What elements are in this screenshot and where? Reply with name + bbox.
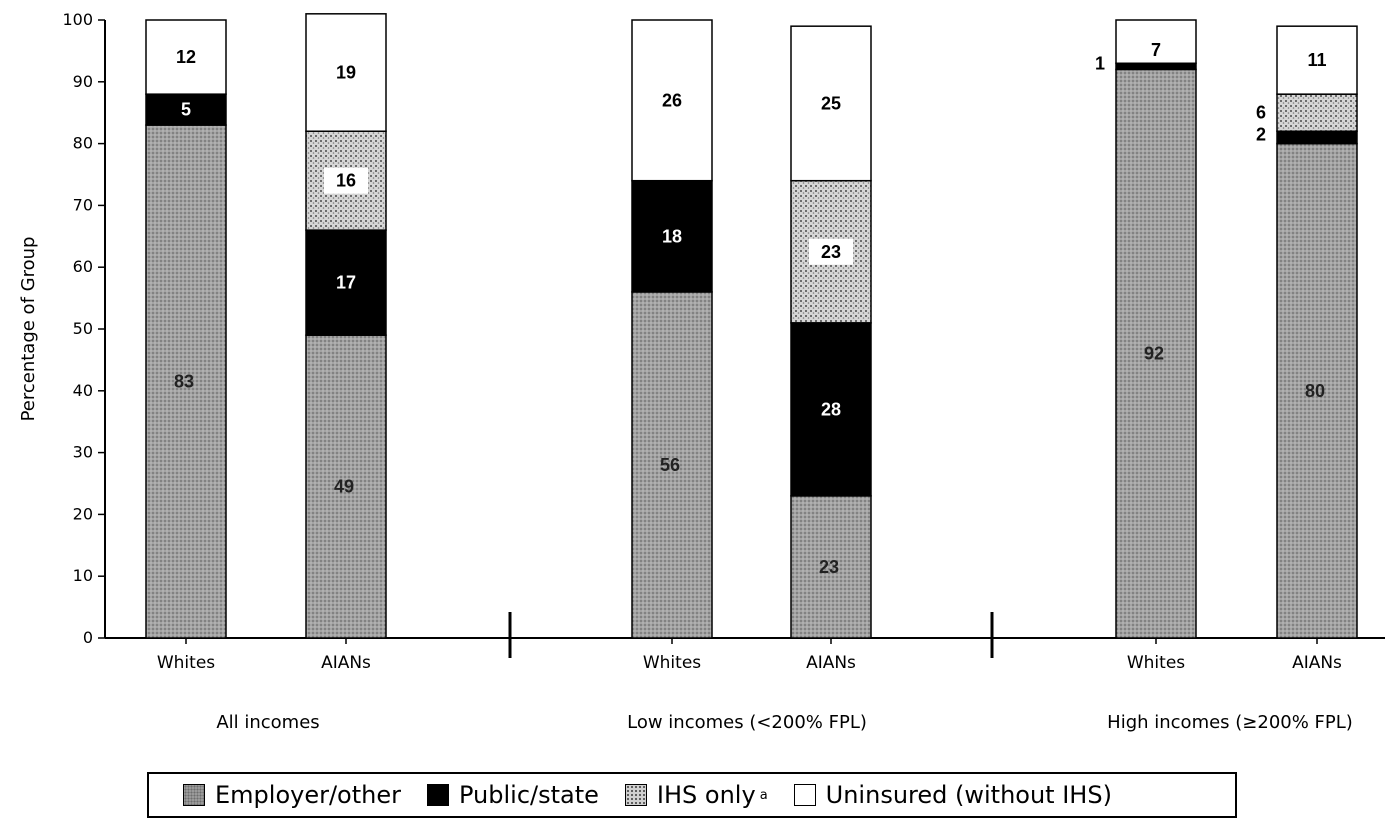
- data-label: 25: [821, 93, 841, 113]
- bar-segment-employer-other: [631, 291, 713, 639]
- bar-segment-public-state: [1276, 130, 1358, 145]
- legend-item-ihs: IHS only a: [624, 781, 768, 809]
- bar-segment-uninsured-without-ihs: [1115, 19, 1197, 65]
- y-tick-label: 90: [73, 72, 93, 91]
- category-label: Whites: [643, 653, 701, 673]
- data-label-bg: [809, 238, 853, 265]
- y-tick-label: 10: [73, 566, 93, 585]
- legend-swatch-uninsured: [793, 784, 816, 806]
- category-label: AIANs: [806, 653, 856, 673]
- data-label: 80: [1305, 381, 1325, 401]
- data-label: 23: [819, 557, 839, 577]
- y-tick-label: 0: [83, 628, 93, 647]
- data-label: 28: [821, 399, 841, 419]
- bar-segment-employer-other: [1276, 142, 1358, 639]
- y-tick-label: 40: [73, 381, 93, 400]
- data-label: 23: [821, 242, 841, 262]
- bar-segment-uninsured-without-ihs: [305, 13, 387, 132]
- legend-label-uninsured: Uninsured (without IHS): [825, 781, 1112, 809]
- data-label: 7: [1151, 40, 1161, 60]
- group-label: Low incomes (<200% FPL): [627, 712, 867, 733]
- data-label: 17: [336, 273, 356, 293]
- y-tick-label: 80: [73, 134, 93, 153]
- bar-segment-public-state: [631, 179, 713, 293]
- bars: [145, 13, 1358, 639]
- bar-segment-public-state: [145, 93, 227, 126]
- group-label: High incomes (≥200% FPL): [1107, 712, 1353, 733]
- stacked-bar-chart: 0 10 20 30 40 50 60 70 80 90 100 Percentage of Grou…: [18, 10, 1385, 733]
- data-label: 19: [336, 63, 356, 83]
- bar-segment-uninsured-without-ihs: [790, 25, 872, 182]
- bar-segment-uninsured-without-ihs: [631, 19, 713, 182]
- y-tick-label: 20: [73, 504, 93, 523]
- legend-item-employer: Employer/other: [183, 781, 401, 809]
- data-label: 18: [662, 226, 682, 246]
- y-tick-label: 30: [73, 443, 93, 462]
- y-axis-title: Percentage of Group: [18, 237, 39, 422]
- bar-segment-employer-other: [145, 124, 227, 639]
- data-label: 11: [1307, 50, 1326, 70]
- data-label: 2: [1256, 124, 1266, 144]
- bar-segment-public-state: [1115, 62, 1197, 71]
- category-label: AIANs: [1292, 653, 1342, 673]
- legend-label-public: Public/state: [459, 781, 599, 809]
- legend-swatch-employer: [183, 784, 205, 806]
- y-tick-label: 50: [73, 319, 93, 338]
- y-tick-label: 70: [73, 195, 93, 214]
- legend-swatch-public: [427, 784, 449, 806]
- group-label: All incomes: [216, 712, 319, 733]
- legend-label-employer: Employer/other: [215, 781, 401, 809]
- bar-segment-employer-other: [1115, 68, 1197, 639]
- legend-item-uninsured: Uninsured (without IHS): [793, 781, 1112, 809]
- bar-segment-ihs-only: [1276, 93, 1358, 132]
- y-tick-label: 100: [62, 10, 93, 29]
- legend-swatch-ihs: [624, 784, 647, 806]
- category-label: AIANs: [321, 653, 371, 673]
- bar-segment-employer-other: [790, 495, 872, 639]
- data-label: 6: [1256, 103, 1266, 123]
- legend-label-ihs: IHS only: [656, 781, 756, 809]
- category-label: Whites: [157, 653, 215, 673]
- y-tick-label: 60: [73, 257, 93, 276]
- bar-segment-uninsured-without-ihs: [1276, 25, 1358, 95]
- data-label: 56: [660, 455, 680, 475]
- bar-segment-public-state: [305, 229, 387, 336]
- data-label: 5: [181, 100, 191, 120]
- bar-segment-uninsured-without-ihs: [145, 19, 227, 95]
- data-label: 16: [336, 171, 356, 191]
- data-label-bg: [324, 167, 368, 194]
- legend-footnote-mark: a: [759, 787, 768, 803]
- data-label: 92: [1144, 344, 1164, 364]
- data-label: 1: [1095, 53, 1105, 73]
- legend: Employer/other Public/state IHS only a U…: [147, 772, 1237, 818]
- legend-item-public: Public/state: [427, 781, 599, 809]
- labels: Whites AIANs Whites AIANs Whites AIANs All inc…: [157, 40, 1353, 733]
- bar-segment-employer-other: [305, 334, 387, 639]
- data-label: 49: [334, 477, 354, 497]
- category-label: Whites: [1127, 653, 1185, 673]
- bar-segment-public-state: [790, 322, 872, 497]
- data-label: 26: [662, 90, 682, 110]
- data-label: 12: [176, 47, 196, 67]
- data-label: 83: [174, 372, 194, 392]
